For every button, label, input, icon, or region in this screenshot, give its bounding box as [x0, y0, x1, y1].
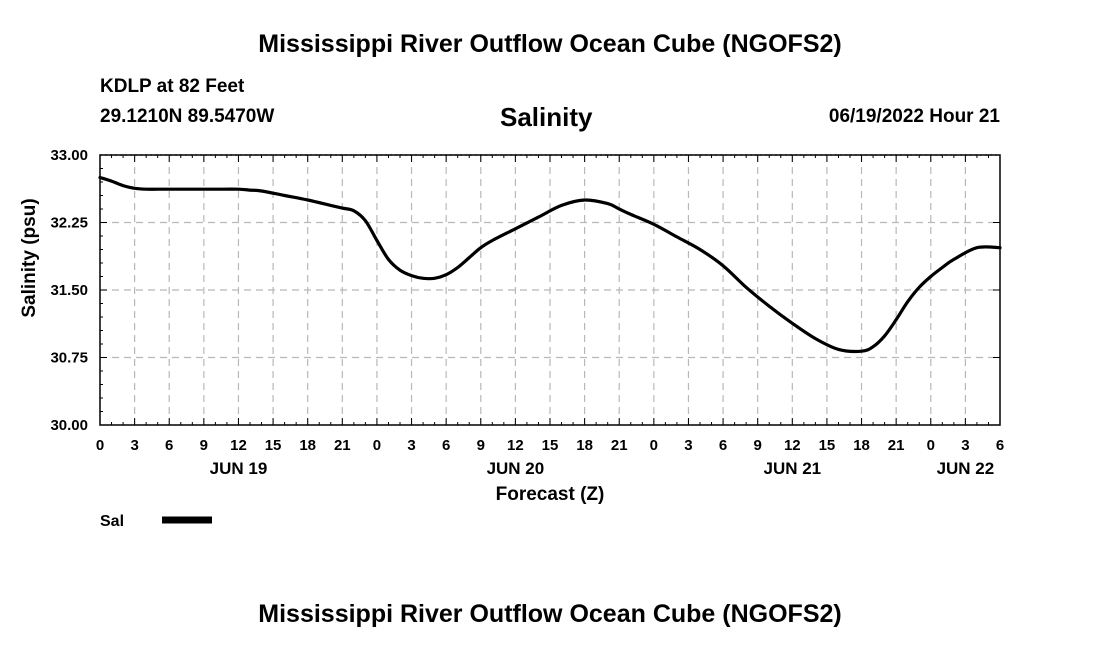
x-tick-label: 0 — [927, 437, 935, 454]
y-tick-label: 31.50 — [50, 282, 88, 299]
day-label: JUN 21 — [763, 459, 821, 478]
x-tick-label: 6 — [996, 437, 1004, 454]
x-tick-label: 9 — [477, 437, 485, 454]
day-label: JUN 20 — [487, 459, 545, 478]
x-tick-label: 6 — [165, 437, 173, 454]
bottom-title: Mississippi River Outflow Ocean Cube (NG… — [258, 600, 842, 628]
day-label: JUN 19 — [210, 459, 268, 478]
page-title: Mississippi River Outflow Ocean Cube (NG… — [258, 30, 842, 58]
x-axis-label: Forecast (Z) — [496, 484, 605, 505]
x-tick-label: 18 — [853, 437, 870, 454]
x-tick-label: 18 — [576, 437, 593, 454]
x-tick-label: 12 — [507, 437, 524, 454]
series-layer — [98, 175, 1002, 354]
x-tick-label: 6 — [442, 437, 450, 454]
tick-labels: 0 3 6 9 12 15 18 21 0 3 6 9 12 15 18 21 0 3 6 9 12 15 18 21 0 3 6 3… — [50, 147, 1004, 478]
datetime-label: 06/19/2022 Hour 21 — [828, 106, 1000, 127]
x-tick-label: 15 — [265, 437, 282, 454]
grid-lines — [100, 154, 1000, 425]
day-label: JUN 22 — [937, 459, 995, 478]
station-label: KDLP at 82 Feet — [100, 76, 245, 97]
y-tick-label: 30.00 — [50, 417, 88, 434]
series-line-sal — [98, 175, 1002, 354]
chart-title: Salinity — [500, 102, 593, 132]
x-tick-label: 3 — [961, 437, 969, 454]
y-axis-label: Salinity (psu) — [19, 198, 40, 317]
x-tick-label: 21 — [611, 437, 628, 454]
x-tick-label: 12 — [230, 437, 247, 454]
x-tick-label: 21 — [888, 437, 905, 454]
x-tick-label: 15 — [542, 437, 559, 454]
y-tick-label: 33.00 — [50, 147, 88, 164]
x-tick-label: 9 — [200, 437, 208, 454]
legend-label: Sal — [100, 513, 124, 530]
x-tick-label: 12 — [784, 437, 801, 454]
x-tick-label: 21 — [334, 437, 351, 454]
x-tick-label: 0 — [96, 437, 104, 454]
y-tick-label: 30.75 — [50, 350, 88, 367]
x-tick-label: 9 — [754, 437, 762, 454]
y-tick-label: 32.25 — [50, 215, 88, 232]
x-tick-label: 18 — [299, 437, 316, 454]
x-tick-label: 3 — [130, 437, 138, 454]
coordinates-label: 29.1210N 89.5470W — [100, 106, 275, 127]
x-tick-label: 15 — [819, 437, 836, 454]
x-tick-label: 3 — [407, 437, 415, 454]
x-tick-label: 0 — [373, 437, 381, 454]
plot-frame — [99, 154, 1001, 426]
x-tick-label: 0 — [650, 437, 658, 454]
x-tick-label: 6 — [719, 437, 727, 454]
x-tick-label: 3 — [684, 437, 692, 454]
